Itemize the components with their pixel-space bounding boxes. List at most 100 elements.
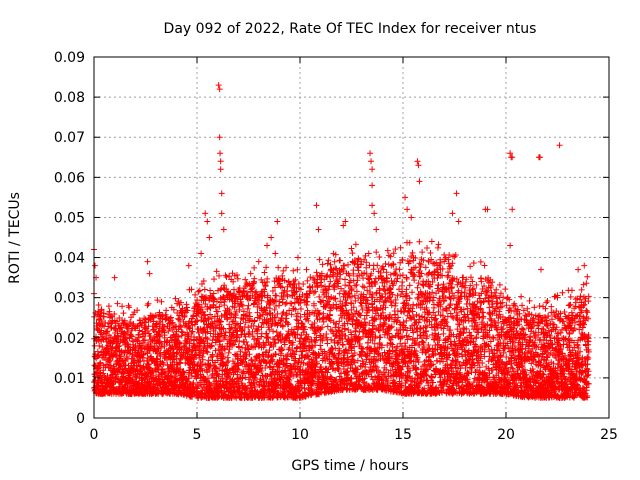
data-point [224, 366, 231, 373]
data-point [448, 284, 455, 291]
data-point [261, 269, 268, 276]
data-point [199, 308, 206, 315]
data-point [98, 306, 105, 313]
data-point [132, 344, 139, 351]
data-point [209, 371, 216, 378]
data-point [120, 310, 127, 317]
data-point [416, 238, 423, 245]
data-point [307, 274, 314, 281]
data-point [447, 301, 454, 308]
data-point [201, 286, 208, 293]
data-point [205, 316, 212, 323]
data-point [324, 260, 331, 267]
data-point [313, 269, 320, 276]
data-point [203, 293, 210, 300]
data-point [331, 258, 338, 265]
data-point [168, 320, 175, 327]
data-point [226, 370, 233, 377]
data-point [144, 328, 151, 335]
data-point [373, 249, 380, 256]
data-point [397, 244, 404, 251]
data-point [191, 356, 198, 363]
data-point [234, 371, 241, 378]
data-point [239, 302, 246, 309]
data-point [348, 245, 355, 252]
data-point [347, 375, 354, 382]
data-point [324, 340, 331, 347]
data-point [233, 294, 240, 301]
data-point [119, 317, 126, 324]
data-point [176, 359, 183, 366]
data-point [206, 304, 213, 311]
data-point [379, 263, 386, 270]
data-point [278, 352, 284, 359]
data-point [207, 287, 214, 294]
data-point [400, 309, 407, 316]
data-point [134, 307, 141, 314]
data-point [190, 379, 197, 386]
data-point [220, 284, 227, 291]
data-point [214, 357, 221, 364]
data-point [216, 303, 223, 310]
data-point [122, 366, 129, 373]
data-point [96, 342, 103, 349]
data-point [220, 325, 227, 332]
data-point [341, 262, 348, 269]
data-point [210, 276, 217, 283]
data-point [95, 308, 102, 315]
data-point [140, 337, 147, 344]
data-point [333, 265, 340, 272]
data-point [199, 387, 206, 394]
data-point [275, 264, 282, 271]
data-point [183, 301, 190, 308]
data-point [188, 329, 195, 336]
data-point [216, 272, 223, 279]
data-point [172, 295, 179, 302]
data-point [247, 270, 254, 277]
data-point [128, 332, 135, 339]
data-point [198, 293, 205, 300]
data-point [442, 256, 449, 263]
data-point [336, 290, 343, 297]
data-point [135, 332, 142, 339]
data-point [194, 385, 201, 392]
data-point [290, 267, 297, 274]
data-point [224, 359, 231, 366]
data-point [191, 321, 198, 328]
data-point [208, 342, 215, 349]
data-point [170, 356, 177, 363]
data-point [201, 312, 208, 319]
data-point [306, 284, 313, 291]
data-point [409, 289, 416, 296]
data-point [139, 354, 146, 361]
data-point [200, 311, 207, 318]
data-point [155, 375, 162, 382]
data-point [230, 278, 237, 285]
data-point [94, 348, 101, 355]
data-point [165, 328, 172, 335]
data-point [135, 358, 142, 365]
data-point [145, 362, 152, 369]
data-point [213, 268, 220, 275]
data-point [114, 300, 121, 307]
data-point [352, 241, 359, 248]
data-point [114, 318, 121, 325]
data-point [232, 312, 239, 319]
data-point [141, 324, 148, 331]
data-point [194, 303, 201, 310]
data-point [195, 288, 202, 295]
data-point [133, 363, 140, 370]
data-point [374, 262, 381, 269]
data-point [156, 339, 163, 346]
data-point [234, 272, 241, 279]
data-point [337, 257, 344, 264]
data-point [229, 318, 236, 325]
data-point [104, 373, 111, 380]
data-point [406, 282, 413, 289]
data-point [160, 361, 167, 368]
data-point [231, 304, 238, 311]
data-point [224, 354, 231, 361]
data-point [298, 306, 305, 313]
data-point [233, 327, 240, 334]
data-point [198, 304, 205, 311]
